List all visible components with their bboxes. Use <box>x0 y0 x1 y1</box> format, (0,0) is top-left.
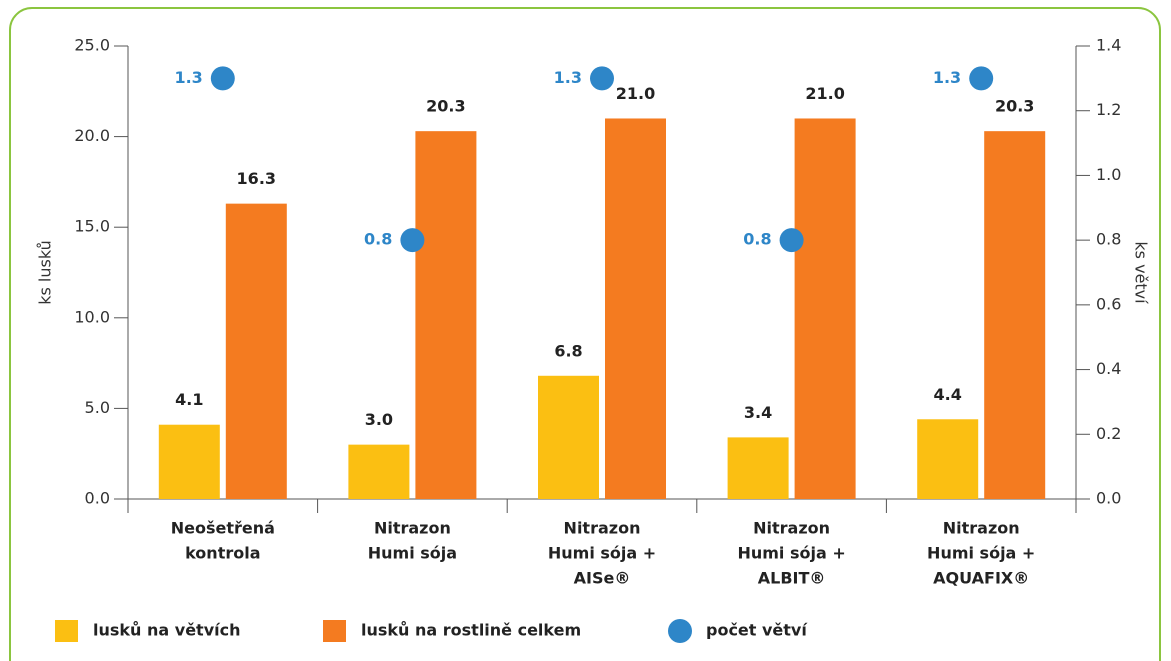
dot <box>400 228 425 253</box>
x-tick-label: Humi sója + <box>737 544 845 563</box>
x-tick-label: kontrola <box>185 544 260 563</box>
y-axis-label: ks lusků <box>36 240 55 305</box>
bar <box>538 375 599 499</box>
y2-tick-label: 1.0 <box>1096 165 1121 184</box>
y2-tick-label: 1.4 <box>1096 36 1121 55</box>
legend-label: lusků na větvích <box>93 621 240 640</box>
y-tick-label: 0.0 <box>85 489 110 508</box>
legend-marker <box>55 620 78 642</box>
y2-tick-label: 0.6 <box>1096 294 1121 313</box>
data-label: 1.3 <box>933 68 961 87</box>
data-label: 21.0 <box>805 84 844 103</box>
x-tick-label: Nitrazon <box>943 519 1020 538</box>
y2-tick-label: 0.0 <box>1096 489 1121 508</box>
data-label: 0.8 <box>743 230 771 249</box>
data-label: 0.8 <box>364 230 392 249</box>
legend-marker <box>323 620 346 642</box>
bar <box>415 131 477 499</box>
bar <box>727 437 789 499</box>
y-tick-label: 5.0 <box>85 398 110 417</box>
data-label: 3.0 <box>365 410 393 429</box>
dot <box>969 66 994 91</box>
data-label: 21.0 <box>616 84 655 103</box>
data-label: 1.3 <box>554 68 582 87</box>
y2-tick-label: 0.8 <box>1096 230 1121 249</box>
x-tick-label: Nitrazon <box>753 519 830 538</box>
y2-axis-label: ks větví <box>1132 241 1151 304</box>
dot <box>590 66 614 91</box>
y-tick-label: 25.0 <box>74 36 110 55</box>
bar <box>225 203 287 500</box>
data-label: 16.3 <box>237 169 276 188</box>
x-tick-label: ALBIT® <box>758 569 826 588</box>
data-label: 4.4 <box>934 385 962 404</box>
dot <box>779 228 804 253</box>
y2-tick-label: 1.2 <box>1096 100 1121 119</box>
y-tick-label: 10.0 <box>74 307 110 326</box>
bar <box>984 131 1046 499</box>
y-tick-label: 15.0 <box>74 217 110 236</box>
y2-tick-label: 0.4 <box>1096 359 1121 378</box>
dot <box>210 66 235 91</box>
data-label: 4.1 <box>175 390 203 409</box>
legend-marker <box>668 619 692 643</box>
data-label: 1.3 <box>174 68 202 87</box>
frame <box>9 7 1161 661</box>
legend-label: počet větví <box>706 621 808 640</box>
data-label: 3.4 <box>744 403 772 422</box>
x-tick-label: Neošetřená <box>171 519 275 538</box>
bar <box>348 444 410 499</box>
x-tick-label: Humi sója + <box>927 544 1035 563</box>
bar <box>794 118 856 499</box>
x-tick-label: Nitrazon <box>564 519 641 538</box>
x-tick-label: Humi sója + <box>548 544 656 563</box>
data-label: 20.3 <box>426 97 465 116</box>
data-label: 6.8 <box>554 341 582 360</box>
y2-tick-label: 0.2 <box>1096 424 1121 443</box>
x-tick-label: AISe® <box>574 569 631 588</box>
bar <box>605 118 666 499</box>
x-tick-label: AQUAFIX® <box>933 569 1029 588</box>
data-label: 20.3 <box>995 97 1034 116</box>
y-tick-label: 20.0 <box>74 126 110 145</box>
bar <box>158 424 220 499</box>
bar <box>917 419 979 499</box>
legend-label: lusků na rostlině celkem <box>361 621 581 640</box>
x-tick-label: Nitrazon <box>374 519 451 538</box>
x-tick-label: Humi sója <box>368 544 457 563</box>
